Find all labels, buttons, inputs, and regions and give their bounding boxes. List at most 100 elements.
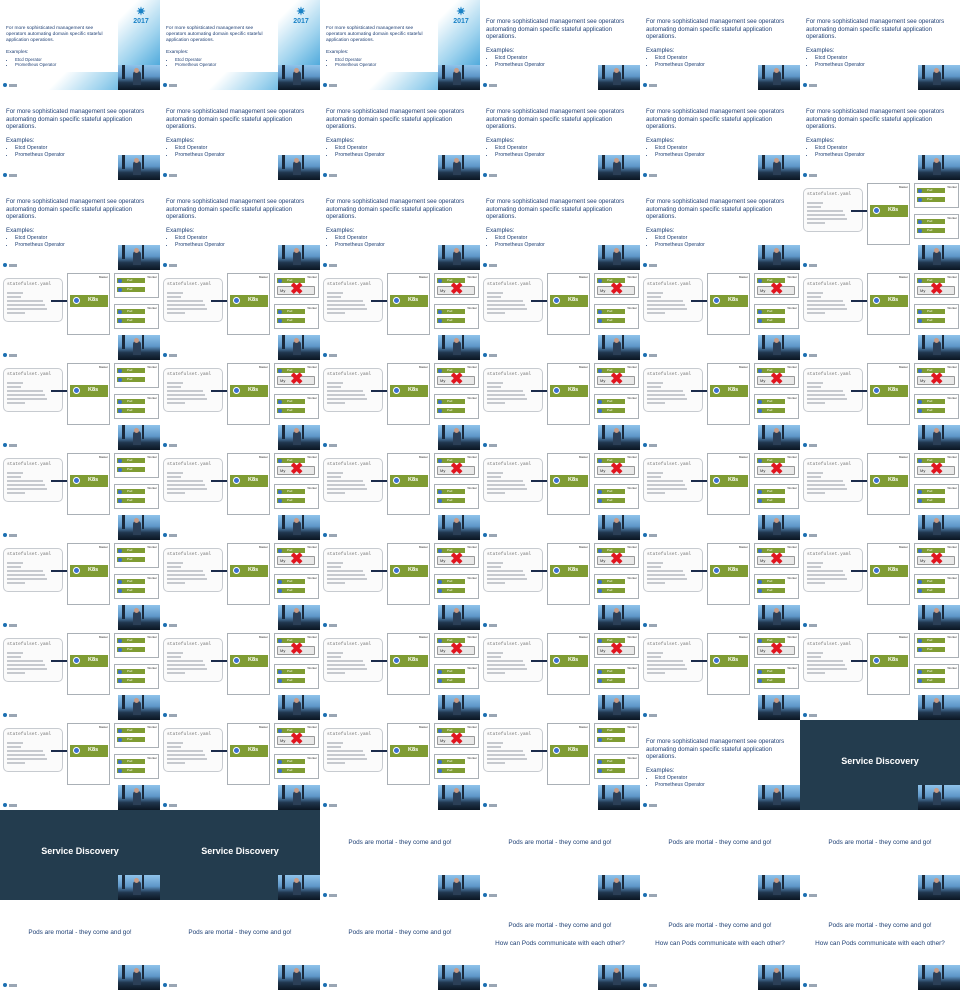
yaml-line — [327, 492, 345, 494]
thumbnail-detail — [933, 791, 941, 805]
pod-block: Pod — [597, 728, 625, 733]
yaml-card: statefulset.yaml — [323, 548, 383, 592]
pod-label: Pod — [287, 759, 293, 763]
video-frame: Pods are mortal - they come and go! — [320, 900, 480, 990]
kubernetes-wheel-icon — [553, 297, 560, 304]
footer-logo-text — [169, 624, 177, 627]
thumbnail-detail — [294, 878, 299, 883]
yaml-line — [7, 484, 45, 486]
footer-logo-text — [169, 534, 177, 537]
pod-label: Pod — [927, 318, 933, 322]
pod-block: Pod — [757, 458, 785, 463]
pod-icon — [598, 498, 602, 503]
operators-sentence: For more sophisticated management see op… — [486, 18, 625, 41]
footer-logo-text — [809, 624, 817, 627]
yaml-line — [167, 492, 185, 494]
worker-node-bottom: Worker Pod Pod — [914, 304, 959, 329]
thumbnail-detail — [613, 431, 621, 445]
worker-node-top: Worker Pod My ✖ — [594, 363, 639, 388]
pod-label: Pod — [447, 759, 453, 763]
thumbnail-detail — [614, 608, 619, 613]
footer-logo-text — [169, 354, 177, 357]
thumbnail-detail — [773, 881, 781, 895]
worker-node-bottom: Worker Pod Pod — [114, 304, 159, 329]
worker-node-bottom: Worker Pod Pod — [914, 574, 959, 599]
worker-label: Worker — [787, 486, 797, 490]
pod-label: Pod — [927, 188, 933, 192]
master-label: Master — [258, 365, 268, 369]
pod-block: Pod — [917, 498, 945, 503]
thumbnail-detail — [134, 518, 139, 523]
pod-icon — [438, 309, 442, 314]
operators-text: For more sophisticated management see op… — [166, 26, 274, 67]
thumbnail-detail — [122, 155, 125, 169]
worker-node-top: Worker Pod Pod — [114, 543, 159, 568]
pod-icon — [918, 309, 922, 314]
failed-pod-label: My — [600, 377, 606, 383]
thumbnail-detail — [773, 161, 781, 175]
footer-logo-icon — [3, 803, 7, 807]
deploy-arrow — [851, 570, 869, 572]
operators-text: For more sophisticated management see op… — [486, 108, 636, 158]
examples-list: Etcd Operator Prometheus Operator — [326, 57, 434, 67]
pod-icon — [118, 678, 122, 683]
master-label: Master — [898, 545, 908, 549]
pod-block: Pod — [117, 467, 145, 472]
worker-node-top: Worker Pod My ✖ — [434, 633, 479, 658]
worker-node-bottom: Worker Pod Pod — [914, 484, 959, 509]
worker-label: Worker — [627, 396, 637, 400]
kubernetes-wheel-icon — [873, 207, 880, 214]
yaml-title: statefulset.yaml — [327, 372, 372, 377]
worker-label: Worker — [147, 756, 157, 760]
yaml-line — [327, 570, 363, 572]
k8s-label: K8s — [888, 567, 899, 573]
yaml-line — [487, 484, 525, 486]
footer-logo-text — [489, 444, 497, 447]
speaker-video-thumbnail — [118, 335, 160, 360]
red-x-icon: ✖ — [450, 551, 464, 568]
pod-block: Pod — [917, 669, 945, 674]
footer-logo-icon — [483, 713, 487, 717]
yaml-line — [167, 480, 203, 482]
example-item: Etcd Operator — [175, 145, 316, 151]
pod-block: Pod — [757, 399, 785, 404]
yaml-line — [647, 402, 665, 404]
pod-icon — [758, 309, 762, 314]
speaker-video-thumbnail — [758, 785, 800, 810]
k8s-block: K8s — [870, 385, 908, 397]
worker-label: Worker — [627, 455, 637, 459]
pod-icon — [278, 669, 282, 674]
pods-mortal-text: Pods are mortal - they come and go! — [668, 839, 772, 846]
video-frame: For more sophisticated management see op… — [480, 180, 640, 270]
pod-icon — [918, 368, 922, 373]
video-frame: statefulset.yaml Master K8s Worker Pod P… — [0, 540, 160, 630]
pod-block: Pod — [917, 638, 945, 643]
deploy-arrow — [531, 570, 549, 572]
pod-label: Pod — [607, 759, 613, 763]
pod-icon — [278, 498, 282, 503]
master-label: Master — [418, 635, 428, 639]
master-label: Master — [578, 635, 588, 639]
pod-icon — [438, 399, 442, 404]
pod-label: Pod — [447, 638, 453, 642]
thumbnail-detail — [453, 701, 461, 715]
yaml-line — [327, 652, 343, 654]
k8s-label: K8s — [728, 297, 739, 303]
yaml-title: statefulset.yaml — [167, 282, 212, 287]
thumbnail-detail — [942, 605, 944, 619]
pod-icon — [118, 278, 122, 283]
operators-sentence: For more sophisticated management see op… — [6, 108, 145, 131]
pod-block: Pod — [757, 678, 785, 683]
thumbnail-detail — [442, 695, 445, 709]
failed-pod-label: My — [920, 377, 926, 383]
pod-icon — [598, 638, 602, 643]
yaml-line — [807, 296, 821, 298]
kubernetes-wheel-icon — [553, 387, 560, 394]
footer-logo-icon — [163, 443, 167, 447]
kubernetes-wheel-icon — [233, 657, 240, 664]
speaker-video-thumbnail — [278, 335, 320, 360]
pod-icon — [118, 548, 122, 553]
footer-logo-text — [649, 444, 657, 447]
yaml-line — [327, 750, 363, 752]
pod-block: Pod — [917, 647, 945, 652]
